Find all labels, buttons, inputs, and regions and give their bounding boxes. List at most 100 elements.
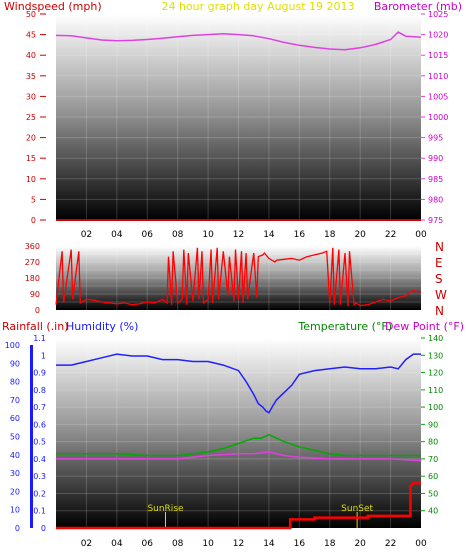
direction-tick-label: 90: [30, 290, 40, 299]
humidity-tick-label: 0: [15, 524, 20, 533]
temperature-tick-label: 80: [428, 438, 438, 447]
humidity-tick-label: 30: [10, 469, 20, 478]
x-tick-label: 14: [263, 230, 275, 240]
x-tick-label: 16: [294, 230, 306, 240]
barometer-axis-label: Barometer (mb): [374, 0, 462, 13]
panel-rain-humidity-temp: Rainfall (.in) Humidity (%) Temperature …: [2, 320, 464, 549]
windspeed-tick-label: 15: [26, 154, 36, 163]
rainfall-tick-label: 0.4: [33, 455, 46, 464]
compass-label: S: [435, 272, 443, 286]
graph-title: 24 hour graph day August 19 2013: [161, 0, 354, 13]
temperature-tick-label: 120: [428, 369, 443, 378]
dewpoint-axis-label: Dew Point (°F): [385, 320, 464, 333]
panel3-x-ticks: 02 04 06 08 10 12 14 16 18 20 22 00: [81, 539, 427, 549]
windspeed-tick-label: 40: [26, 51, 36, 60]
temperature-tick-label: 50: [428, 489, 438, 498]
humidity-line: [56, 353, 421, 414]
humidity-tick-label: 20: [10, 487, 20, 496]
rainfall-ticks: 0 0.1 0.2 0.3 0.4 0.5 0.6 0.7 0.8 0.9 1 1.1: [33, 334, 46, 533]
x-tick-label: 20: [354, 230, 366, 240]
x-tick-label: 08: [172, 539, 184, 549]
panel2-series: [55, 247, 422, 307]
x-tick-label: 04: [111, 230, 123, 240]
barometer-tick-label: 1025: [428, 10, 448, 19]
humidity-tick-label: 60: [10, 414, 20, 423]
barometer-tick-label: 1010: [428, 72, 448, 81]
rainfall-tick-label: 0.1: [33, 507, 46, 516]
humidity-tick-label: 80: [10, 378, 20, 387]
x-tick-label: 02: [81, 230, 92, 240]
direction-line: [55, 247, 422, 307]
windspeed-tick-label: 30: [26, 92, 36, 101]
barometer-tick-label: 1015: [428, 51, 448, 60]
x-tick-label: 20: [354, 539, 366, 549]
rainfall-tick-label: 0.6: [33, 420, 46, 429]
temperature-tick-label: 100: [428, 403, 443, 412]
windspeed-tick-label: 35: [26, 72, 36, 81]
rainfall-tick-label: 0: [41, 524, 46, 533]
panel3-series: [56, 353, 422, 530]
x-tick-label: 00: [415, 230, 427, 240]
rainfall-tick-label: 0.5: [33, 438, 46, 447]
panel1-x-ticks: 02 04 06 08 10 12 14 16 18 20 22 00: [81, 230, 427, 240]
barometer-tick-label: 990: [428, 154, 443, 163]
temperature-tick-label: 60: [428, 472, 438, 481]
humidity-axis-label: Humidity (%): [66, 320, 138, 333]
x-tick-label: 06: [142, 230, 154, 240]
barometer-line: [55, 31, 422, 51]
barometer-tick-label: 1020: [428, 31, 448, 40]
rainfall-tick-label: 1.1: [33, 334, 46, 343]
panel-wind-barometer: Windspeed (mph) 24 hour graph day August…: [4, 0, 462, 240]
barometer-tick-label: 995: [428, 134, 443, 143]
compass-label: E: [435, 256, 443, 270]
dewpoint-line: [56, 451, 422, 462]
rainfall-axis-label: Rainfall (.in): [2, 320, 69, 333]
x-tick-label: 12: [233, 230, 244, 240]
temperature-tick-label: 90: [428, 420, 438, 429]
x-tick-label: 02: [81, 539, 92, 549]
compass-label: W: [435, 288, 447, 302]
humidity-tick-label: 100: [5, 341, 20, 350]
direction-tick-label: 360: [25, 242, 40, 251]
windspeed-tick-label: 10: [26, 175, 36, 184]
humidity-tick-label: 10: [10, 506, 20, 515]
x-tick-label: 08: [172, 230, 184, 240]
sun-marker-label: SunSet: [341, 504, 373, 514]
x-tick-label: 04: [111, 539, 123, 549]
x-tick-label: 22: [385, 230, 396, 240]
temperature-tick-label: 110: [428, 386, 443, 395]
humidity-tick-label: 90: [10, 359, 20, 368]
temperature-tick-label: 70: [428, 455, 438, 464]
humidity-tick-label: 40: [10, 451, 20, 460]
temperature-tick-label: 130: [428, 351, 443, 360]
panel1-series: [55, 31, 422, 221]
compass-label: N: [435, 304, 444, 318]
rainfall-tick-label: 0.9: [33, 369, 46, 378]
temperature-line: [56, 433, 421, 457]
windspeed-tick-label: 50: [26, 10, 36, 19]
windspeed-tick-label: 20: [26, 134, 36, 143]
wind-axis-label: Windspeed (mph): [4, 0, 102, 13]
x-tick-label: 14: [263, 539, 275, 549]
barometer-ticks: 975 980 985 990 995 1000 1005 1010 1015 1020 1025: [421, 10, 448, 225]
windspeed-tick-label: 5: [31, 195, 36, 204]
temperature-tick-label: 140: [428, 334, 443, 343]
direction-tick-label: 270: [25, 258, 40, 267]
temperature-tick-label: 40: [428, 507, 438, 516]
direction-tick-label: 180: [25, 274, 40, 283]
barometer-tick-label: 980: [428, 195, 443, 204]
x-tick-label: 00: [415, 539, 427, 549]
humidity-tick-label: 50: [10, 433, 20, 442]
sun-marker-label: SunRise: [147, 504, 184, 514]
x-tick-label: 10: [202, 539, 214, 549]
x-tick-label: 18: [324, 539, 336, 549]
rainfall-tick-label: 0.8: [33, 386, 46, 395]
humidity-tick-label: 70: [10, 396, 20, 405]
sun-annotations: SunRise SunSet: [147, 504, 374, 528]
barometer-tick-label: 1000: [428, 113, 448, 122]
windspeed-tick-label: 45: [26, 31, 36, 40]
x-tick-label: 12: [233, 539, 244, 549]
